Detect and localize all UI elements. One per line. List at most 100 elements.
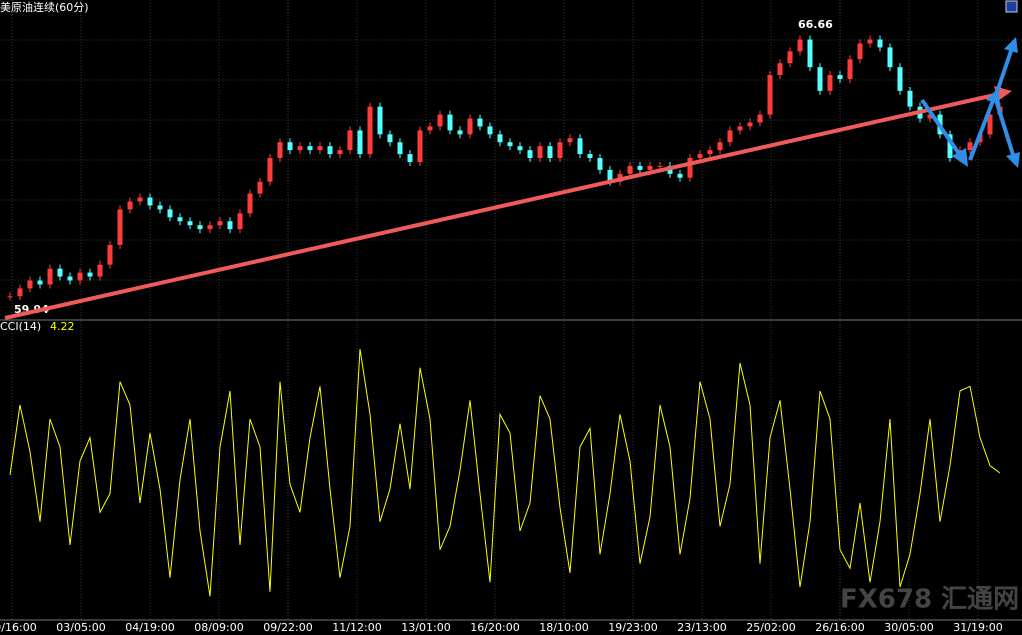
x-tick-label: 23/13:00 <box>677 621 726 634</box>
x-tick-label: 11/12:00 <box>332 621 381 634</box>
x-tick-label: 08/09:00 <box>194 621 243 634</box>
candle-body <box>787 51 793 64</box>
candle-body <box>77 272 83 281</box>
x-tick-label: 25/02:00 <box>746 621 795 634</box>
candle-body <box>317 146 323 151</box>
candle-body <box>817 67 823 91</box>
candle-body <box>577 138 583 155</box>
x-tick-label: 13/01:00 <box>401 621 450 634</box>
candle-body <box>477 118 483 127</box>
cci-title: CCI(14) <box>0 320 41 333</box>
candle-body <box>847 59 853 80</box>
candle-body <box>227 221 233 230</box>
candle-body <box>407 154 413 162</box>
candle-body <box>487 126 493 135</box>
candle-body <box>377 106 383 135</box>
candle-body <box>607 169 613 182</box>
candle-body <box>627 165 633 174</box>
x-tick-label: 03/05:00 <box>56 621 105 634</box>
candle-body <box>557 142 563 159</box>
candle-body <box>647 165 653 170</box>
candle-body <box>57 268 63 277</box>
candle-body <box>217 221 223 226</box>
candle-body <box>987 114 993 135</box>
candle-body <box>497 134 503 143</box>
candle-body <box>547 146 553 159</box>
candle-body <box>837 75 843 80</box>
candle-body <box>67 276 73 281</box>
candle-body <box>777 63 783 76</box>
x-tick-label: 26/16:00 <box>815 621 864 634</box>
candle-body <box>807 39 813 68</box>
candle-body <box>947 134 953 159</box>
candle-body <box>327 146 333 155</box>
trend-line <box>4 90 1009 320</box>
candle-body <box>727 130 733 143</box>
candle-body <box>677 173 683 178</box>
candle-body <box>457 130 463 135</box>
candle-body <box>657 165 663 167</box>
x-tick-label: 16/20:00 <box>470 621 519 634</box>
candle-body <box>797 39 803 52</box>
candle-body <box>897 67 903 91</box>
candle-body <box>27 280 33 289</box>
candle-body <box>507 142 513 147</box>
candle-body <box>737 126 743 131</box>
candle-body <box>907 90 913 107</box>
candle-body <box>267 158 273 182</box>
export-icon[interactable] <box>1005 0 1018 13</box>
candle-body <box>367 106 373 155</box>
candle-body <box>347 130 353 151</box>
x-tick-label: 19/23:00 <box>608 621 657 634</box>
candle-body <box>87 272 93 277</box>
candle-body <box>337 150 343 155</box>
candle-body <box>107 244 113 265</box>
candle-body <box>527 150 533 159</box>
candle-body <box>237 213 243 230</box>
candle-body <box>297 146 303 151</box>
candle-body <box>757 114 763 123</box>
candle-body <box>767 75 773 115</box>
candle-body <box>587 154 593 159</box>
grid <box>0 0 1022 620</box>
candle-body <box>287 142 293 151</box>
candle-body <box>357 130 363 155</box>
candle-body <box>427 126 433 131</box>
candle-body <box>687 158 693 178</box>
high-label: 66.66 <box>798 18 833 31</box>
watermark: FX678 汇通网 <box>840 585 1019 615</box>
cci-line <box>9 348 1001 597</box>
candle-body <box>747 122 753 127</box>
candle-body <box>17 288 23 297</box>
candle-body <box>877 39 883 48</box>
candle-body <box>97 264 103 277</box>
candle-body <box>887 47 893 68</box>
candle-body <box>277 142 283 159</box>
candle-body <box>827 75 833 91</box>
candle-body <box>517 146 523 151</box>
x-tick-label: 31/19:00 <box>953 621 1002 634</box>
candle-body <box>167 209 173 218</box>
candle-body <box>537 146 543 159</box>
candle-body <box>37 280 43 285</box>
candle-body <box>257 181 263 194</box>
candle-body <box>137 197 143 202</box>
x-tick-label: 29/16:00 <box>0 621 37 634</box>
candle-body <box>47 268 53 285</box>
candle-body <box>7 296 13 298</box>
candle-body <box>867 39 873 44</box>
x-tick-label: 30/05:00 <box>884 621 933 634</box>
candle-body <box>707 150 713 155</box>
candle-body <box>307 146 313 151</box>
forecast-arrows <box>920 37 1020 168</box>
candle-body <box>417 130 423 162</box>
candle-body <box>147 197 153 206</box>
candle-body <box>207 225 213 230</box>
marks <box>7 35 1003 597</box>
candle-body <box>177 217 183 222</box>
chart-title: 美原油连续(60分) <box>0 0 89 14</box>
candle-body <box>697 154 703 159</box>
candle-body <box>187 221 193 226</box>
